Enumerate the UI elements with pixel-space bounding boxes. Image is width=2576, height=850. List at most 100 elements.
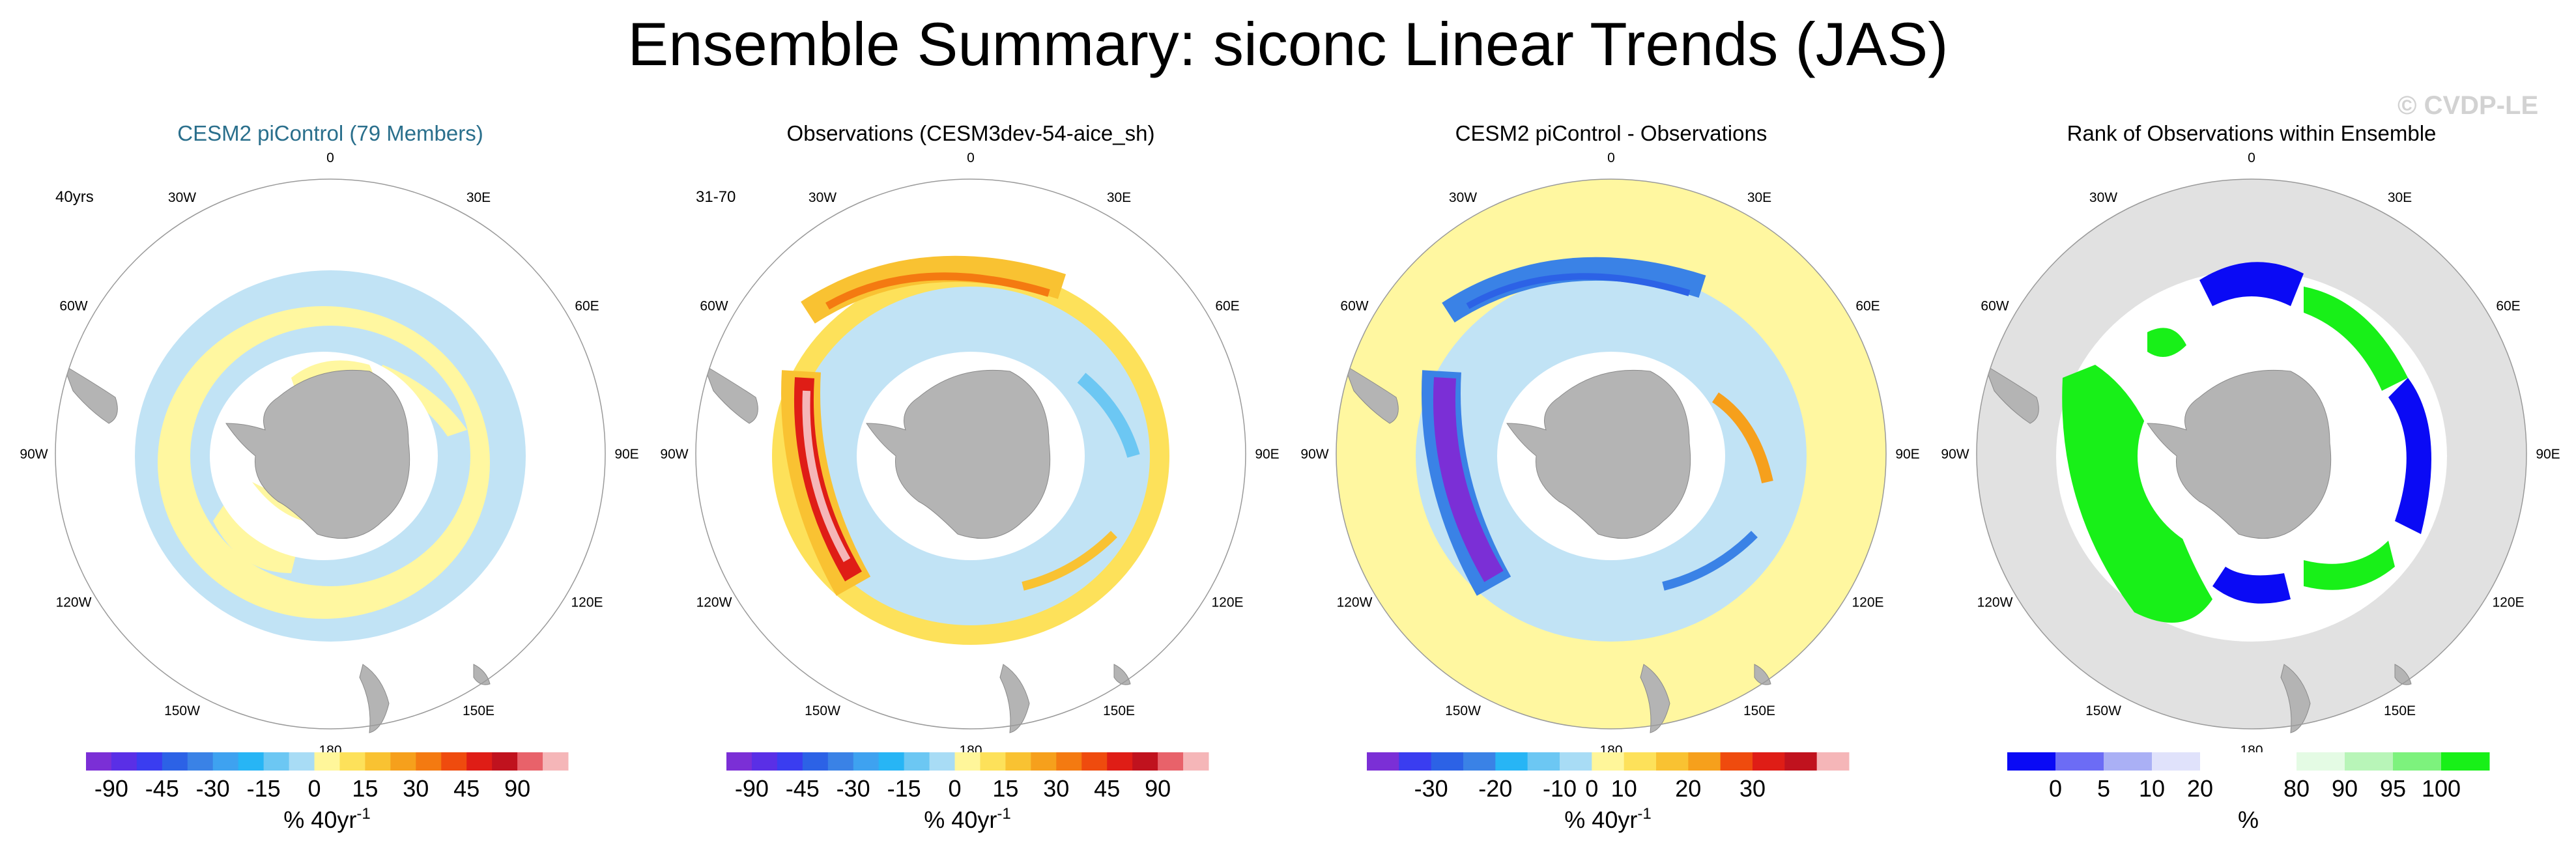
colorbar-swatch bbox=[390, 752, 416, 771]
colorbar-tick-label: 30 bbox=[1739, 775, 1766, 802]
australia-landmass bbox=[473, 664, 491, 685]
colorbar-swatch bbox=[263, 752, 290, 771]
colorbar-swatch bbox=[466, 752, 493, 771]
colorbar-tick-label: 20 bbox=[1675, 775, 1701, 802]
colorbar-swatch bbox=[1592, 752, 1625, 771]
period-label: 31-70 bbox=[696, 188, 736, 206]
colorbar-unit-label: % 40yr-1 bbox=[283, 805, 370, 833]
colorbar-unit-label: % 40yr-1 bbox=[1564, 805, 1651, 833]
colorbar-swatch bbox=[1367, 752, 1399, 771]
lon-label: 150E bbox=[1103, 703, 1135, 718]
new-zealand-landmass bbox=[2280, 664, 2311, 733]
figure-title: Ensemble Summary: siconc Linear Trends (… bbox=[627, 10, 1949, 78]
lon-label: 60W bbox=[700, 299, 728, 314]
colorbar-tick-label: 90 bbox=[504, 775, 530, 802]
colorbar-swatch bbox=[1431, 752, 1464, 771]
colorbar-swatch bbox=[212, 752, 239, 771]
colorbar-tick-label: 30 bbox=[1043, 775, 1069, 802]
antarctica-landmass bbox=[1506, 369, 1691, 539]
colorbar-tick-label: -10 bbox=[1543, 775, 1577, 802]
lon-label: 90E bbox=[2536, 447, 2560, 462]
lon-label: 150E bbox=[463, 703, 494, 718]
colorbar-tick-label: -15 bbox=[887, 775, 921, 802]
colorbar-swatch bbox=[777, 752, 803, 771]
south-america-landmass bbox=[1984, 363, 2039, 424]
lon-label: 60W bbox=[1981, 299, 2009, 314]
colorbar-swatch bbox=[1688, 752, 1721, 771]
lon-label: 120W bbox=[696, 595, 732, 610]
lon-label: 90E bbox=[1895, 447, 1919, 462]
lon-label: 150W bbox=[1445, 703, 1481, 718]
lon-label: 60E bbox=[1215, 299, 1239, 314]
colorbar-swatch bbox=[1656, 752, 1689, 771]
colorbar-swatch bbox=[929, 752, 956, 771]
south-america-landmass bbox=[1343, 363, 1399, 424]
panel-difference: CESM2 piControl - Observations 0 30E 60E 90… bbox=[1298, 117, 1924, 847]
colorbar-tick-label: 5 bbox=[2097, 775, 2110, 802]
colorbar-swatch bbox=[187, 752, 214, 771]
australia-landmass bbox=[1113, 664, 1131, 685]
lon-label: 150W bbox=[2085, 703, 2121, 718]
colorbar-tick-label: -90 bbox=[94, 775, 128, 802]
colorbar-swatch bbox=[492, 752, 518, 771]
colorbar-tick-label: 15 bbox=[352, 775, 378, 802]
colorbar-tick-label: 0 bbox=[308, 775, 321, 802]
colorbar-tick-label: -20 bbox=[1478, 775, 1512, 802]
colorbar-swatch bbox=[1183, 752, 1209, 771]
colorbar-swatch bbox=[339, 752, 365, 771]
colorbar-swatch bbox=[1720, 752, 1753, 771]
south-america-landmass bbox=[63, 363, 118, 424]
lon-label: 120E bbox=[2492, 595, 2524, 610]
lon-label: 30E bbox=[2388, 190, 2412, 205]
land-masses bbox=[63, 363, 491, 733]
colorbar-swatch bbox=[416, 752, 442, 771]
lon-label: 120W bbox=[56, 595, 92, 610]
lon-label: 120W bbox=[1977, 595, 2013, 610]
antarctica-landmass bbox=[866, 369, 1051, 539]
colorbar-swatch bbox=[111, 752, 137, 771]
colorbar-tick-label: 20 bbox=[2187, 775, 2213, 802]
new-zealand-landmass bbox=[1640, 664, 1670, 733]
panel-title: Rank of Observations within Ensemble bbox=[2067, 121, 2437, 145]
lon-label: 150W bbox=[805, 703, 840, 718]
colorbar-swatch bbox=[86, 752, 112, 771]
land-masses bbox=[703, 363, 1131, 733]
colorbar-swatch bbox=[878, 752, 905, 771]
lon-label: 60W bbox=[1340, 299, 1368, 314]
colorbar-tick-label: -45 bbox=[786, 775, 820, 802]
lon-label: 0 bbox=[2248, 150, 2255, 165]
land-masses bbox=[1984, 363, 2412, 733]
colorbar-swatch bbox=[1132, 752, 1158, 771]
lon-label: 30E bbox=[1747, 190, 1771, 205]
colorbar-swatch bbox=[827, 752, 854, 771]
colorbar-swatch bbox=[314, 752, 340, 771]
map-area bbox=[1336, 179, 1886, 729]
australia-landmass bbox=[2394, 664, 2412, 685]
colorbar-unit-label: % 40yr-1 bbox=[924, 805, 1010, 833]
colorbar-tick-label: 90 bbox=[1145, 775, 1171, 802]
lon-label: 120E bbox=[1852, 595, 1883, 610]
colorbar-swatch bbox=[1031, 752, 1057, 771]
colorbar-swatch bbox=[2104, 752, 2153, 771]
lon-label: 150E bbox=[1743, 703, 1775, 718]
australia-landmass bbox=[1754, 664, 1771, 685]
colorbar-swatch bbox=[1495, 752, 1528, 771]
lon-label: 30W bbox=[168, 190, 196, 205]
panel-title: CESM2 piControl - Observations bbox=[1455, 121, 1767, 145]
lon-label: 90W bbox=[1941, 447, 1969, 462]
colorbar-tick-label: 10 bbox=[2139, 775, 2165, 802]
lon-label: 30E bbox=[1107, 190, 1131, 205]
colorbar-tick-label: -30 bbox=[837, 775, 870, 802]
colorbar-swatch bbox=[802, 752, 829, 771]
colorbar-swatch bbox=[2345, 752, 2394, 771]
map-boundary bbox=[1336, 178, 1887, 730]
colorbar-swatch bbox=[1527, 752, 1560, 771]
lon-label: 30E bbox=[466, 190, 491, 205]
map-boundary bbox=[55, 178, 606, 730]
colorbar-swatch bbox=[1005, 752, 1031, 771]
